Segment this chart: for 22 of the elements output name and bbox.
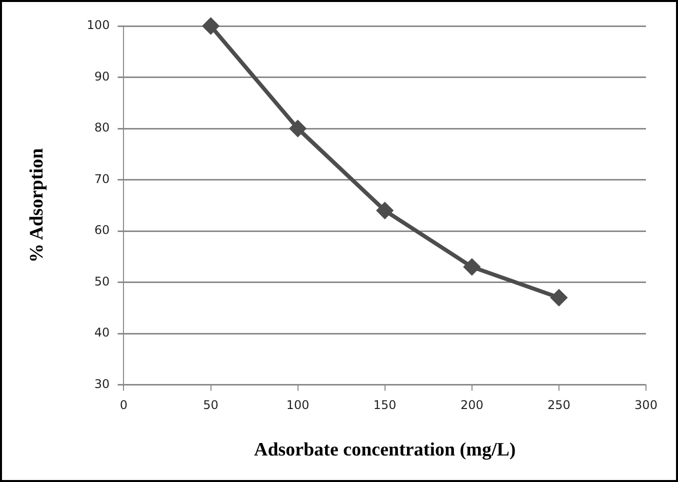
y-tick-label: 70 [94, 172, 110, 186]
x-tick-label: 100 [286, 398, 310, 412]
x-tick-label: 150 [373, 398, 396, 412]
y-tick-label: 80 [94, 120, 110, 135]
x-tick-label: 300 [634, 398, 658, 412]
y-axis-title: % Adsorption [26, 148, 48, 263]
x-tick-label: 200 [460, 398, 484, 412]
x-axis-title: Adsorbate concentration (mg/L) [254, 440, 516, 461]
point [550, 290, 567, 306]
y-tick-label: 50 [94, 274, 110, 288]
x-tick-label: 0 [120, 398, 128, 412]
y-tick-label: 30 [94, 376, 110, 391]
y-tick-label: 100 [86, 18, 110, 32]
point [290, 120, 306, 137]
point [464, 258, 480, 275]
x-tick-label: 250 [548, 398, 570, 412]
x-tick-label: 50 [203, 398, 218, 412]
point [376, 202, 393, 219]
point [202, 18, 219, 34]
y-tick-label: 40 [94, 326, 110, 340]
y-tick-label: 90 [94, 69, 110, 84]
y-tick-label: 60 [94, 223, 110, 238]
